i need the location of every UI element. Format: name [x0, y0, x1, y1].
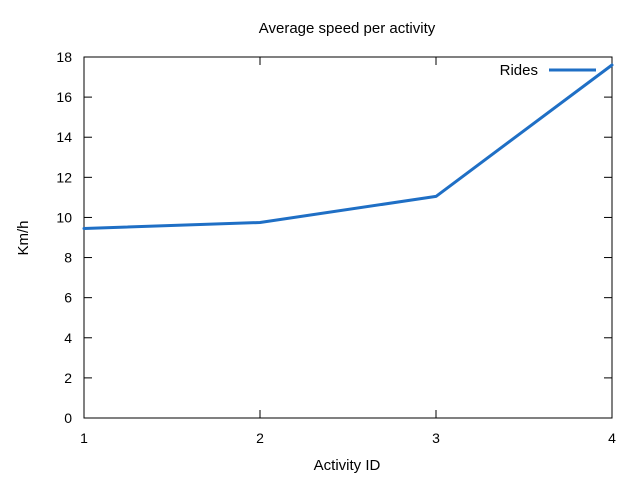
x-tick-label: 1 — [80, 430, 88, 446]
x-axis-title: Activity ID — [314, 457, 381, 474]
x-tick-label: 2 — [256, 430, 264, 446]
y-tick-label: 10 — [56, 209, 72, 225]
y-tick-label: 4 — [64, 330, 72, 346]
y-tick-label: 16 — [56, 89, 72, 105]
y-tick-label: 14 — [56, 129, 72, 145]
y-tick-label: 8 — [64, 250, 72, 266]
y-tick-label: 6 — [64, 290, 72, 306]
y-tick-label: 12 — [56, 169, 72, 185]
y-axis-title: Km/h — [15, 220, 32, 255]
chart-title: Average speed per activity — [259, 20, 436, 37]
plot-frame — [83, 56, 613, 419]
x-tick-label: 4 — [608, 430, 616, 446]
x-tick-label: 3 — [432, 430, 440, 446]
y-tick-label: 2 — [64, 370, 72, 386]
y-tick-label: 18 — [56, 49, 72, 65]
y-tick-label: 0 — [64, 410, 72, 426]
legend-label: Rides — [500, 62, 538, 79]
series-line-rides — [82, 63, 614, 230]
